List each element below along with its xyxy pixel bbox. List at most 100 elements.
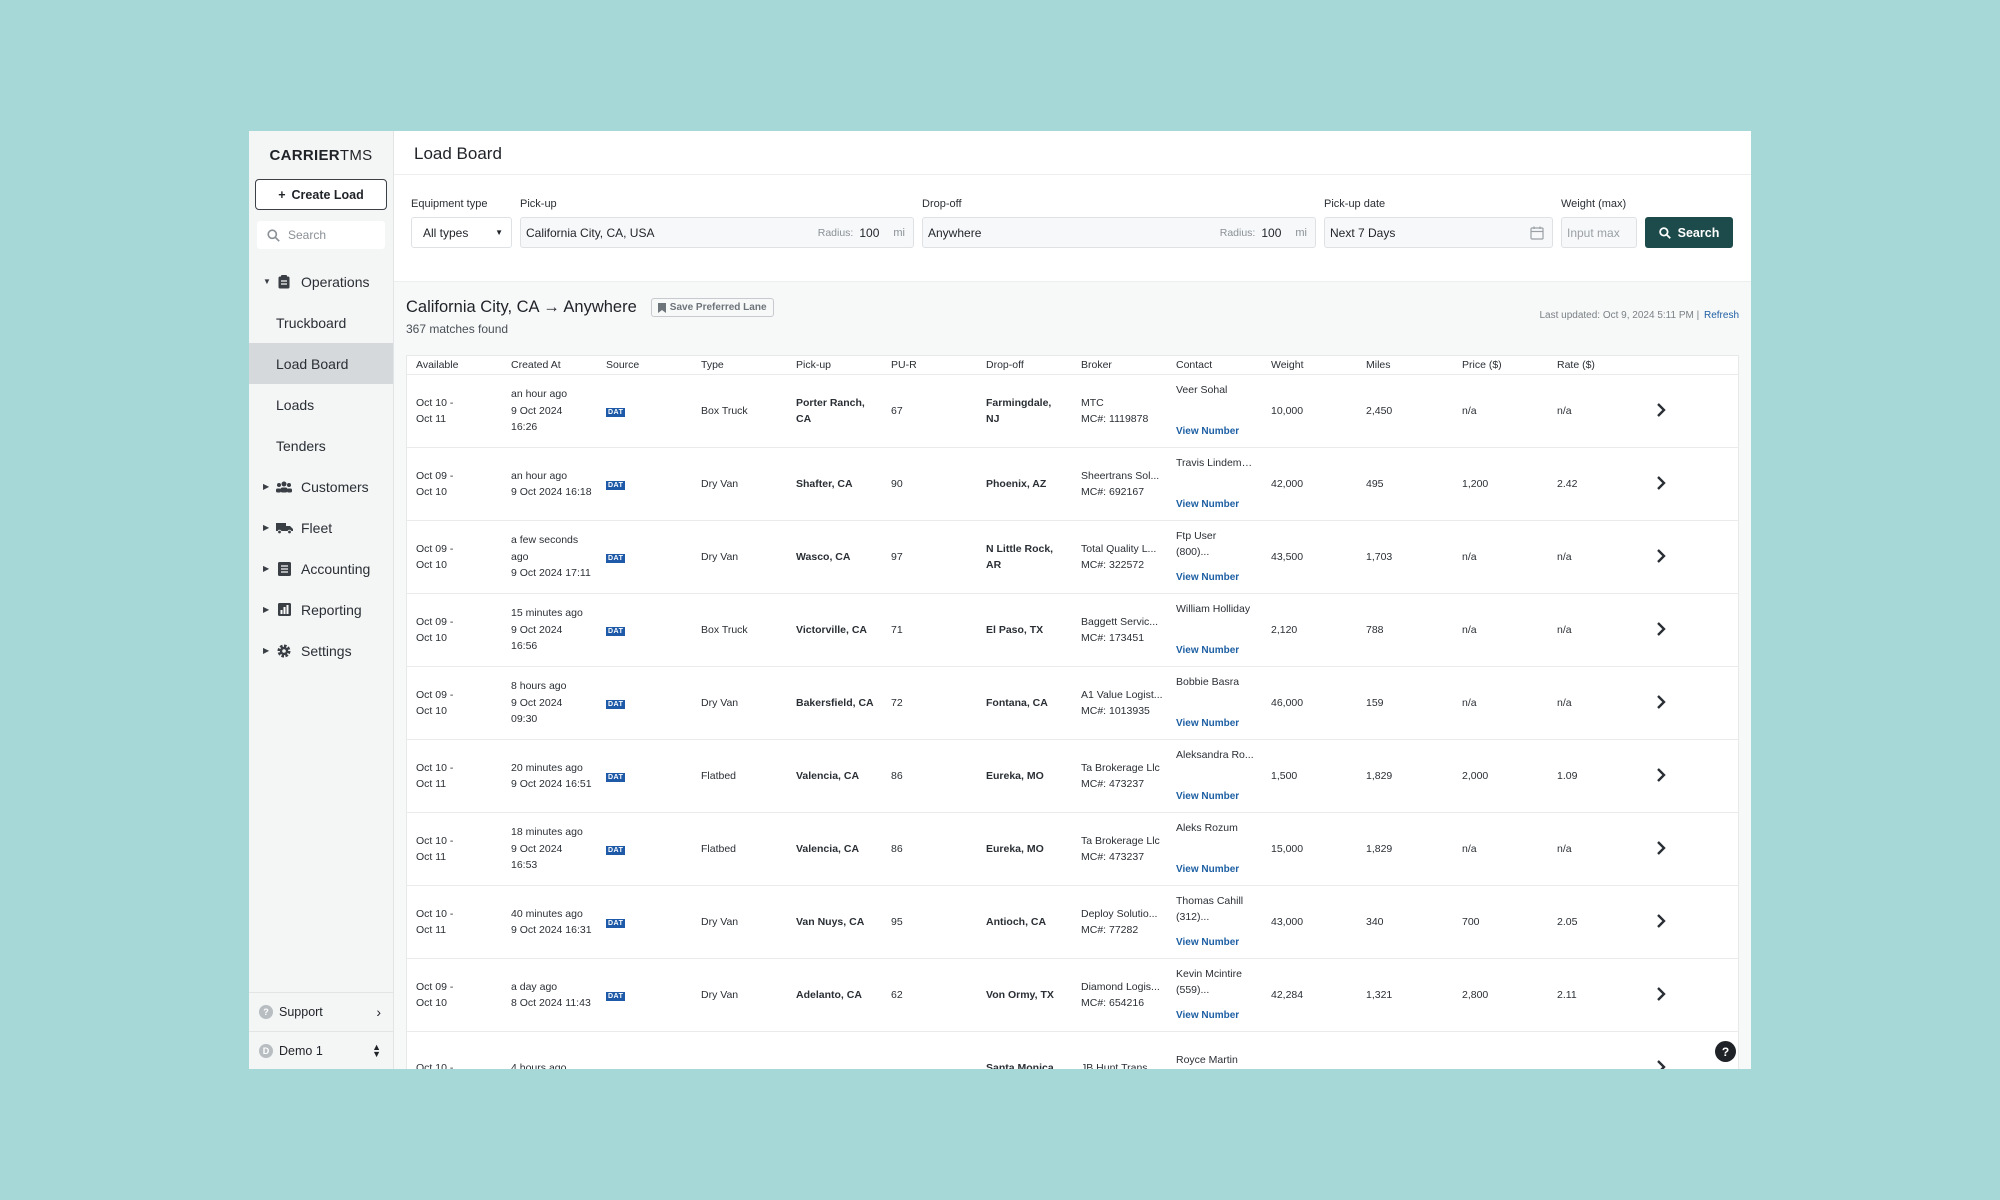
view-number-link[interactable]: View Number	[1176, 1009, 1240, 1021]
row-action[interactable]	[1643, 694, 1738, 712]
contact-line: William Holliday	[1176, 602, 1251, 615]
view-number-link[interactable]: View Number	[1176, 936, 1240, 948]
weight-input[interactable]: Input max	[1561, 217, 1637, 248]
cell-available: Oct 09 - Oct 10	[407, 687, 502, 720]
table-row[interactable]: Oct 09 - Oct 10 8 hours ago 9 Oct 2024 09:30…	[407, 667, 1738, 740]
table-row[interactable]: Oct 10 - 4 hours ago Santa Monica, JB Hunt …	[407, 1032, 1738, 1069]
view-number-link[interactable]: View Number	[1176, 426, 1240, 437]
row-action[interactable]	[1643, 621, 1738, 639]
sidebar-item-loads[interactable]: Loads	[249, 384, 393, 425]
view-number-link[interactable]: View Number	[1176, 718, 1240, 729]
cell-available: Oct 10 - Oct 11	[407, 906, 502, 939]
cell-rate: 1.09	[1557, 769, 1578, 782]
cell-price: 2,800	[1462, 988, 1489, 1001]
table-row[interactable]: Oct 09 - Oct 10 a few seconds ago 9 Oct 2024…	[407, 521, 1738, 594]
pickup-radius-input[interactable]: 100	[859, 225, 880, 240]
col-header-pickup[interactable]: Pick-up	[796, 358, 832, 371]
cell-contact: Travis Lindema... View Number	[1167, 455, 1262, 514]
col-header-broker[interactable]: Broker	[1081, 358, 1112, 371]
sidebar-item-truckboard[interactable]: Truckboard	[249, 302, 393, 343]
dropoff-radius-input[interactable]: 100	[1261, 225, 1282, 240]
pickup-date-value: Next 7 Days	[1330, 225, 1396, 240]
table-row[interactable]: Oct 09 - Oct 10 an hour ago 9 Oct 2024 16:1…	[407, 448, 1738, 521]
cell-rate: n/a	[1557, 550, 1572, 563]
col-header-weight[interactable]: Weight	[1271, 358, 1304, 371]
cell-pickup: Valencia, CA	[787, 841, 882, 858]
create-load-button[interactable]: + Create Load	[255, 179, 387, 210]
contact-line: (312)...	[1176, 911, 1210, 924]
cell-price: n/a	[1462, 623, 1477, 636]
sidebar-item-reporting[interactable]: ▶ Reporting	[249, 589, 393, 630]
weight-placeholder: Input max	[1567, 225, 1620, 240]
help-chat-button[interactable]: ?	[1715, 1041, 1736, 1062]
weight-filter: Weight (max) Input max	[1561, 198, 1637, 281]
cell-created-at: an hour ago 9 Oct 2024 16:18	[502, 468, 597, 501]
sidebar-item-load-board[interactable]: Load Board	[249, 343, 393, 384]
table-row[interactable]: Oct 10 - Oct 11 40 minutes ago 9 Oct 2024 1…	[407, 886, 1738, 959]
view-number-link[interactable]: View Number	[1176, 499, 1240, 510]
col-header-price[interactable]: Price ($)	[1462, 358, 1502, 371]
sidebar-item-tenders[interactable]: Tenders	[249, 425, 393, 466]
search-button[interactable]: Search	[1645, 217, 1733, 248]
support-button[interactable]: ? Support ›	[249, 993, 393, 1031]
row-action[interactable]	[1643, 767, 1738, 785]
refresh-link[interactable]: Refresh	[1703, 310, 1739, 321]
cell-available-line: Oct 10	[416, 705, 447, 717]
view-number-link[interactable]: View Number	[1176, 791, 1240, 802]
user-menu-button[interactable]: D Demo 1 ▲ ▼	[249, 1031, 393, 1069]
cell-available-line: Oct 10 -	[416, 761, 454, 774]
table-row[interactable]: Oct 10 - Oct 11 20 minutes ago 9 Oct 2024 1…	[407, 740, 1738, 813]
row-action[interactable]	[1643, 1059, 1738, 1069]
cell-broker-line: MC#: 77282	[1081, 924, 1139, 936]
dropoff-input[interactable]: Anywhere Radius: 100 mi	[922, 217, 1316, 248]
col-header-source[interactable]: Source	[606, 358, 640, 371]
cell-miles: 1,829	[1366, 842, 1393, 855]
col-header-type[interactable]: Type	[701, 358, 724, 371]
row-action[interactable]	[1643, 548, 1738, 566]
table-row[interactable]: Oct 09 - Oct 10 15 minutes ago 9 Oct 2024 16…	[407, 594, 1738, 667]
view-number-link[interactable]: View Number	[1176, 571, 1240, 583]
col-header-rate[interactable]: Rate ($)	[1557, 358, 1595, 371]
results-title-row: California City, CA → Anywhere Save Pref…	[406, 298, 774, 317]
sidebar-search-input[interactable]: Search	[257, 221, 385, 249]
sidebar-item-fleet[interactable]: ▶ Fleet	[249, 507, 393, 548]
table-row[interactable]: Oct 09 - Oct 10 a day ago 8 Oct 2024 11:43 D…	[407, 959, 1738, 1032]
results-panel: California City, CA → Anywhere Save Pref…	[394, 282, 1751, 1069]
view-number-link[interactable]: View Number	[1176, 645, 1240, 656]
col-header-available[interactable]: Available	[416, 358, 459, 371]
pickup-radius-unit: mi	[893, 226, 905, 239]
row-action[interactable]	[1643, 913, 1738, 931]
cell-created-at-line: 40 minutes ago	[511, 907, 583, 920]
cell-pickup-line: Valencia, CA	[796, 769, 860, 782]
equipment-select[interactable]: All types ▼	[411, 217, 512, 248]
sidebar-item-settings[interactable]: ▶ Settings	[249, 630, 393, 671]
row-action[interactable]	[1643, 986, 1738, 1004]
cell-created-at-line: an hour ago	[511, 469, 568, 482]
col-header-pu-r[interactable]: PU-R	[891, 358, 917, 371]
save-preferred-lane-button[interactable]: Save Preferred Lane	[650, 298, 774, 317]
col-header-contact[interactable]: Contact	[1176, 358, 1213, 371]
row-action[interactable]	[1643, 475, 1738, 493]
col-header-created-at[interactable]: Created At	[511, 358, 561, 371]
col-header-dropoff[interactable]: Drop-off	[986, 358, 1024, 371]
pickup-input[interactable]: California City, CA, USA Radius: 100 mi	[520, 217, 914, 248]
pickup-filter: Pick-up California City, CA, USA Radius:…	[520, 198, 914, 281]
table-row[interactable]: Oct 10 - Oct 11 an hour ago 9 Oct 2024 16:26…	[407, 375, 1738, 448]
view-number-link[interactable]: View Number	[1176, 864, 1240, 875]
cell-broker: Deploy Solutio... MC#: 77282	[1072, 906, 1167, 939]
sidebar-item-customers[interactable]: ▶ Customers	[249, 466, 393, 507]
table-row[interactable]: Oct 10 - Oct 11 18 minutes ago 9 Oct 2024 16…	[407, 813, 1738, 886]
cell-dropoff: N Little Rock, AR	[977, 541, 1072, 574]
sidebar-item-accounting[interactable]: ▶ Accounting	[249, 548, 393, 589]
row-action[interactable]	[1643, 840, 1738, 858]
cell-rate: 2.11	[1557, 988, 1577, 1001]
last-updated: Last updated: Oct 9, 2024 5:11 PM | Refr…	[1539, 310, 1739, 321]
row-action[interactable]	[1643, 402, 1738, 420]
cell-dropoff-line: Antioch, CA	[986, 915, 1047, 928]
pickup-date-input[interactable]: Next 7 Days	[1324, 217, 1553, 248]
cell-price: 2,000	[1462, 769, 1489, 782]
chevron-right-icon	[1656, 1059, 1666, 1069]
col-header-miles[interactable]: Miles	[1366, 358, 1391, 371]
cell-source: DAT	[597, 841, 692, 858]
sidebar-item-operations[interactable]: ▼ Operations	[249, 261, 393, 302]
